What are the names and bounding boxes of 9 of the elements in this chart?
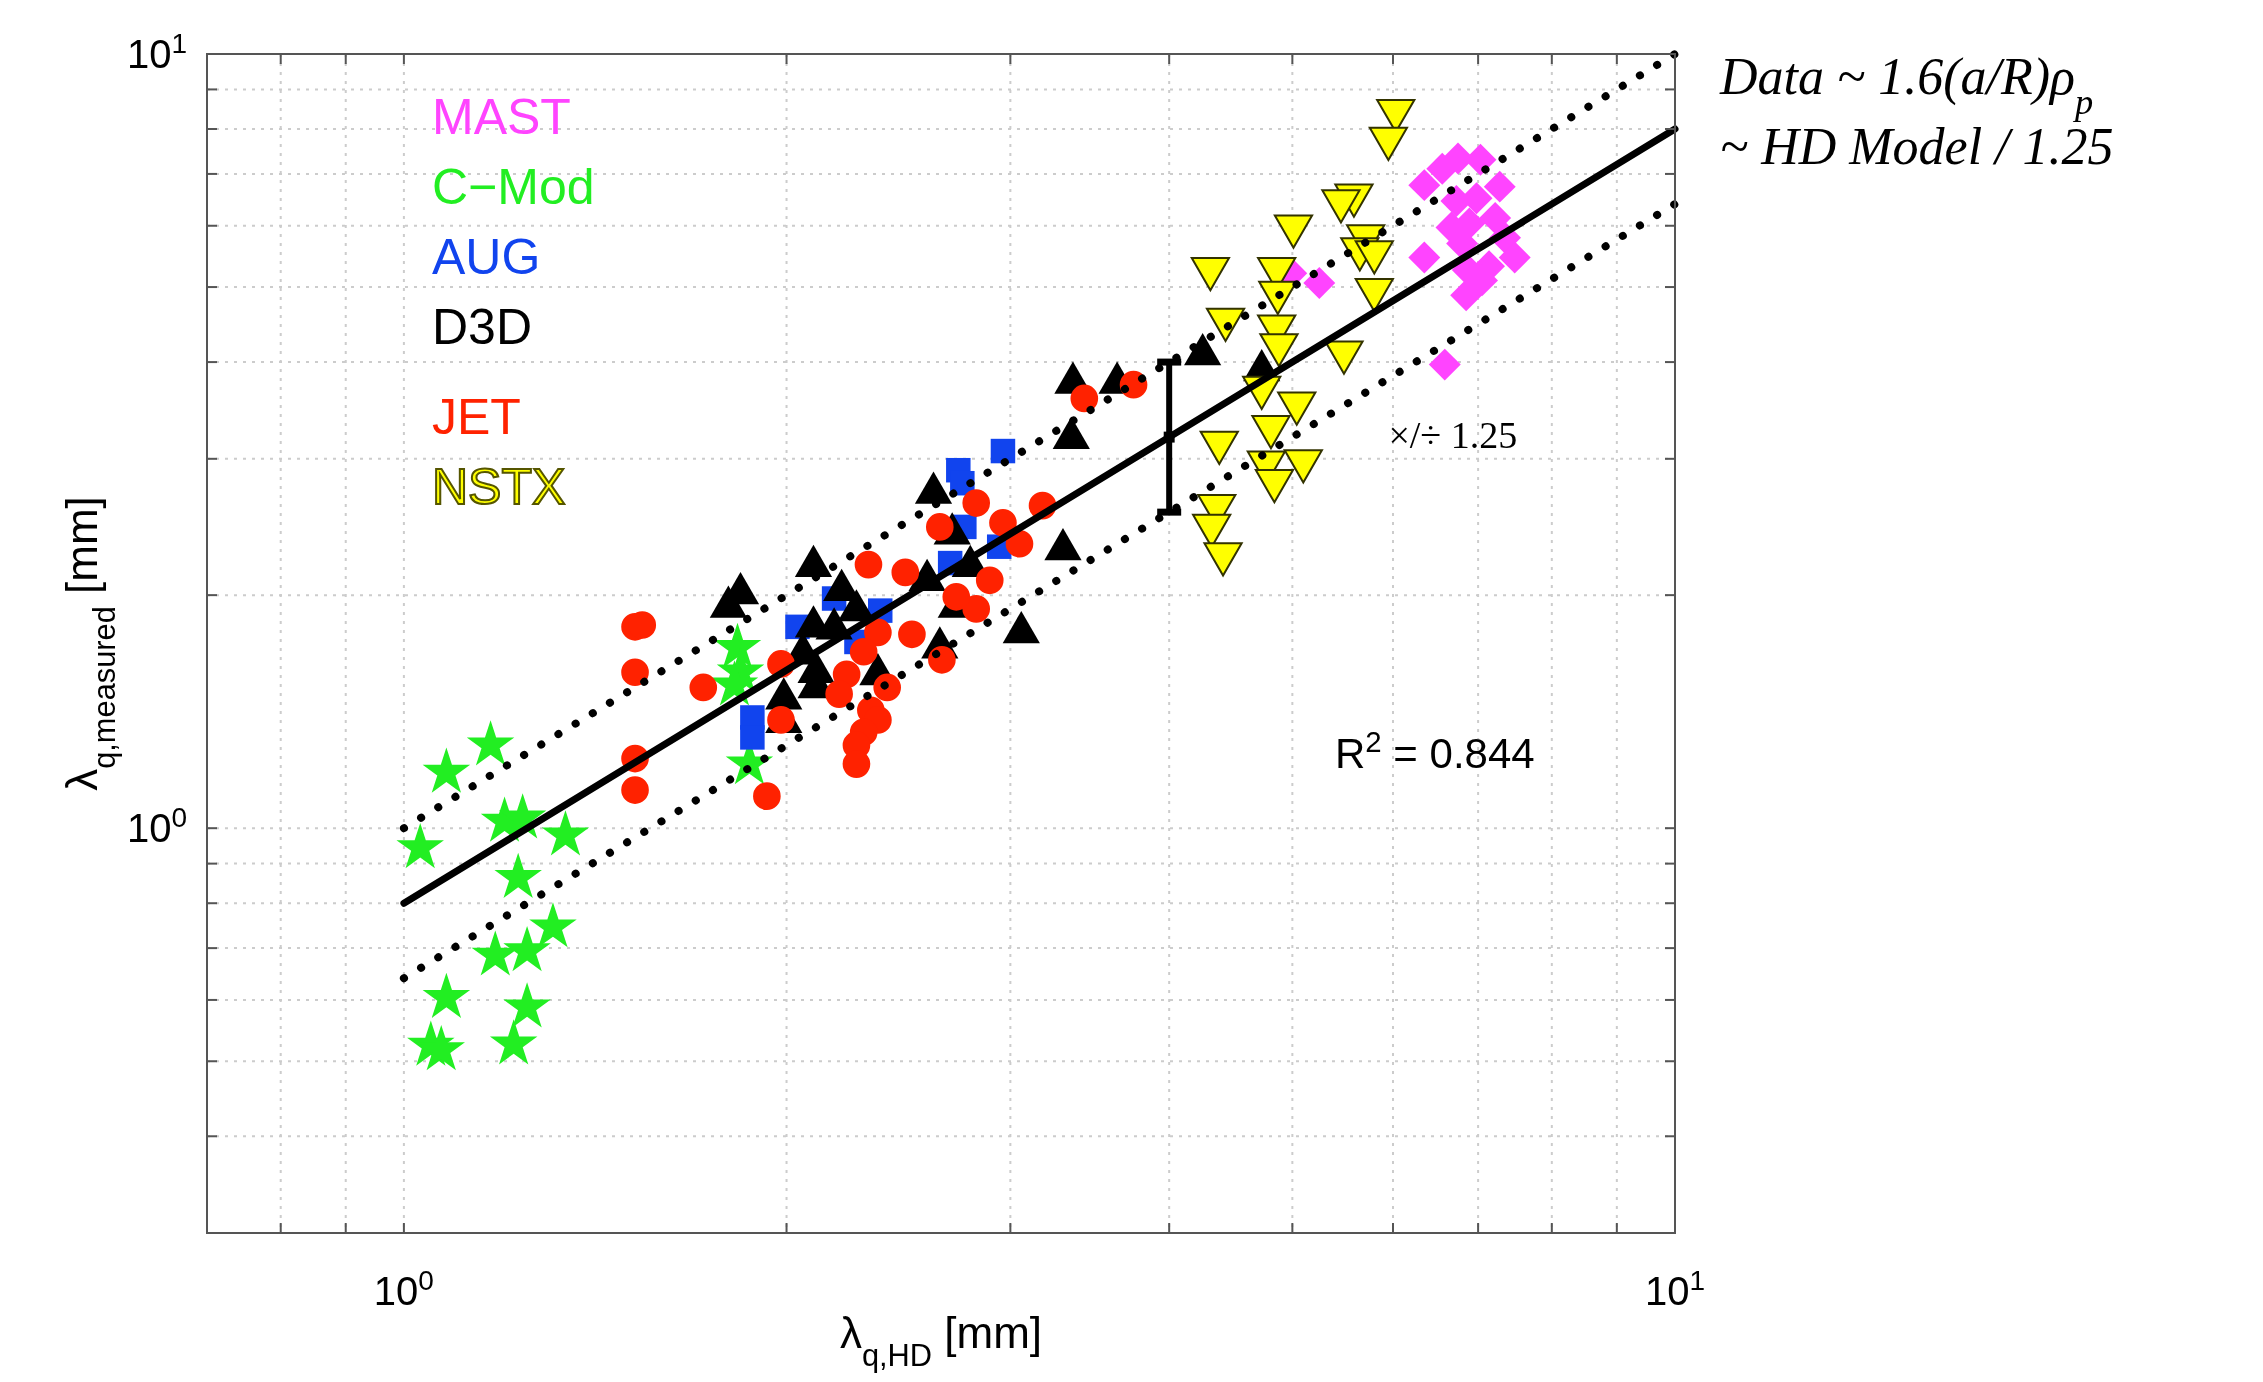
annotation: R$^{2}$ = 0.844: [1335, 724, 1535, 777]
text: JET: [432, 389, 521, 445]
text: MAST: [432, 89, 571, 145]
text: AUG: [432, 229, 541, 285]
text: NSTX: [432, 459, 566, 515]
annotation: ×/÷ 1.25: [1388, 413, 1518, 456]
text: D3D: [432, 299, 533, 355]
text: C−Mod: [432, 159, 595, 215]
x-axis-title: λ$_{q,HD}$ [mm]: [839, 1308, 1043, 1373]
